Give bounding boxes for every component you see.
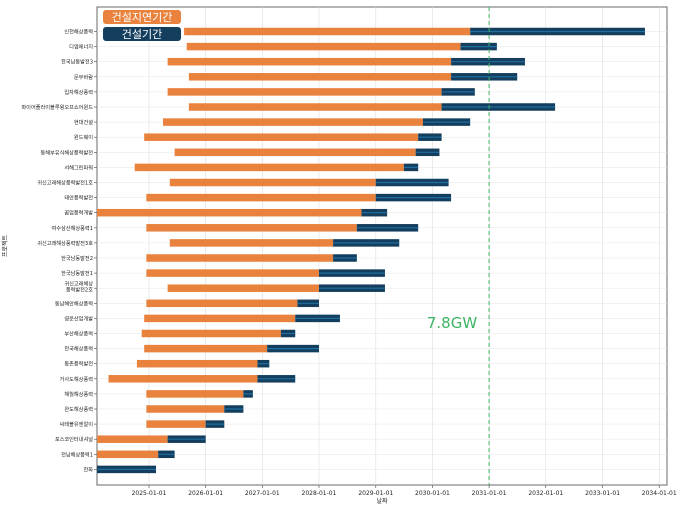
y-tick-label: 디엠에너지	[69, 43, 93, 51]
x-tick-label: 2031-01-01	[472, 490, 507, 497]
y-tick-label: 전남해상풍력1	[61, 450, 93, 458]
x-tick-label: 2030-01-01	[415, 490, 450, 497]
x-tick-labels: 2025-01-01 2026-01-01 2027-01-01 2028-01-01…	[132, 485, 677, 497]
delay-bar	[169, 239, 334, 247]
delay-bar	[146, 224, 357, 232]
y-tick-label: 부산해상풍력	[64, 330, 93, 338]
y-tick-label: 영운산업개발	[64, 314, 93, 322]
y-tick-label: 귀신고래해상풍력발전3호	[37, 239, 93, 247]
x-tick-label: 2029-01-01	[358, 490, 393, 497]
delay-bar	[108, 375, 258, 383]
y-tick-label: 동촌풍력발전	[64, 360, 93, 368]
delay-bar	[97, 435, 168, 443]
y-tick-label: 한국남동발전3	[61, 58, 93, 66]
delay-bar	[97, 208, 362, 217]
x-tick-label: 2034-01-01	[642, 490, 677, 497]
bars-group	[97, 27, 645, 474]
y-tick-label: 거사도해상풍력	[60, 375, 94, 383]
y-tick-label: 입자해상풍력	[64, 88, 93, 96]
delay-bar	[134, 163, 404, 172]
y-tick-label: 귀신고래해상풍력발전1호	[37, 179, 93, 187]
delay-bar	[146, 405, 225, 413]
y-tick-label: 해월해상풍력	[64, 390, 93, 398]
delay-bar	[146, 254, 334, 262]
y-tick-label: 문무바람	[74, 73, 93, 81]
delay-bar	[144, 344, 268, 353]
delay-bar	[186, 42, 461, 51]
y-tick-label: 한국남동발전1	[61, 269, 93, 277]
delay-bar	[188, 73, 452, 81]
y-tick-label: 인천해상풍력	[64, 28, 93, 36]
y-tick-label: 귀신고래해상 풍력발전2호	[64, 280, 93, 294]
y-tick-label: 서해그린파워	[64, 163, 93, 171]
delay-bar	[146, 299, 298, 308]
delay-bar	[146, 420, 206, 428]
legend-delay: 건설지연기간	[102, 9, 182, 25]
delay-bar	[167, 284, 319, 292]
y-tick-label: 씨테블유엔알이	[60, 420, 94, 428]
y-tick-label: 한국해상풍력	[64, 345, 93, 353]
y-tick-label: 현대건설	[74, 118, 93, 126]
delay-bar	[144, 133, 419, 141]
y-tick-label: 동해부유식해상풍력발전	[41, 148, 94, 156]
y-tick-label: 동남해안해상풍력	[55, 299, 93, 307]
y-tick-label: 여수삼산해상풍력1	[52, 224, 93, 232]
target-label: 7.8GW	[427, 314, 477, 332]
delay-bar	[146, 390, 244, 398]
delay-bar	[144, 314, 296, 323]
delay-bar	[162, 118, 423, 126]
y-tick-label: 태안풍력발전	[64, 194, 93, 202]
y-tick-label: 한화	[83, 466, 93, 473]
delay-bar	[146, 269, 319, 277]
y-tick-label: 꿈업풍력개발	[64, 209, 93, 217]
y-tick-label: 파이어플라이블루윙오프쇼어윈드	[21, 103, 93, 111]
x-tick-label: 2033-01-01	[585, 490, 620, 497]
x-axis-label: 날짜	[376, 497, 388, 505]
delay-bar	[184, 27, 471, 36]
delay-bar	[174, 148, 416, 157]
y-axis-label: 프로젝트	[1, 234, 9, 257]
x-tick-label: 2027-01-01	[245, 490, 280, 497]
y-tick-label: 윈드웨이	[74, 133, 93, 141]
delay-bar	[136, 359, 258, 368]
target-marker: 7.8GW	[427, 7, 490, 485]
delay-bar	[188, 103, 442, 111]
y-tick-label: 한국남동발전2	[61, 254, 93, 262]
delay-bar	[141, 329, 281, 338]
y-tick-label: 포스코인터내셔널	[55, 435, 93, 443]
x-tick-label: 2032-01-01	[528, 490, 563, 497]
delay-bar	[169, 178, 376, 187]
legend-construction: 건설기간	[102, 26, 182, 42]
delay-bar	[167, 57, 452, 66]
x-tick-label: 2025-01-01	[132, 490, 167, 497]
delay-bar	[146, 193, 376, 202]
y-tick-label: 완도해상풍력	[64, 405, 93, 413]
x-tick-label: 2026-01-01	[188, 490, 223, 497]
delay-bar	[97, 450, 159, 459]
delay-bar	[167, 88, 442, 96]
x-tick-label: 2028-01-01	[302, 490, 337, 497]
